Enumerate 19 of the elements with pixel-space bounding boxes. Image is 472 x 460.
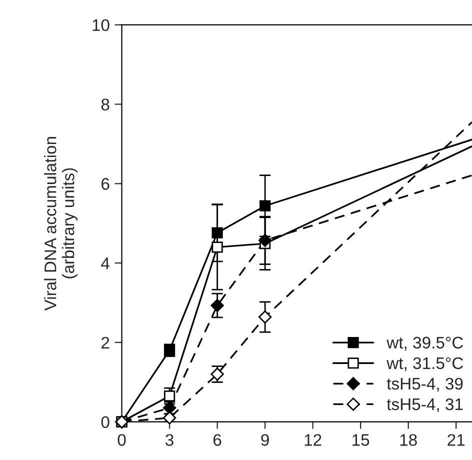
y-tick-label: 8 (101, 98, 110, 110)
x-tick-label: 15 (352, 434, 370, 446)
y-tick-label: 2 (102, 336, 110, 348)
x-tick-label: 18 (400, 434, 417, 446)
y-axis-title: Viral DNA accumulation (arbitrary units) (44, 137, 78, 311)
x-tick-label: 6 (214, 434, 222, 446)
legend-label: tsH5-4, 39 (386, 378, 463, 392)
y-tick-label: 10 (92, 19, 110, 32)
y-tick-label: 6 (102, 178, 110, 190)
x-tick-label: 12 (304, 434, 322, 446)
y-tick-label: 4 (101, 258, 110, 270)
legend-label: wt, 31.5°C (386, 357, 464, 372)
x-tick-label: 0 (118, 434, 126, 446)
legend-label: wt, 39.5°C (386, 336, 464, 351)
x-tick-label: 9 (261, 434, 269, 446)
legend-label: tsH5-4, 31 (386, 398, 463, 412)
y-tick-label: 0 (101, 416, 110, 428)
x-tick-label: 21 (448, 434, 465, 446)
x-tick-label: 3 (166, 434, 174, 446)
